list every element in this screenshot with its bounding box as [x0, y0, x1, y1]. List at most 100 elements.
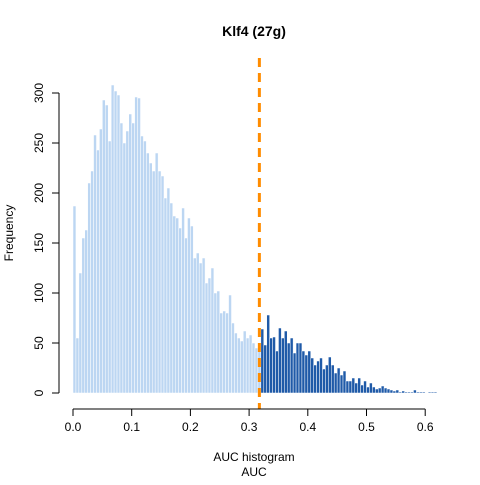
- x-axis-label: AUC histogram: [213, 450, 294, 464]
- x-axis-sublabel: AUC: [241, 465, 267, 479]
- histogram-bar: [190, 225, 194, 394]
- histogram-bar: [93, 134, 97, 394]
- histogram-bar: [216, 290, 220, 394]
- histogram-bar: [307, 350, 311, 394]
- histogram-bar: [187, 217, 191, 394]
- histogram-bar: [404, 391, 408, 394]
- histogram-bar: [242, 330, 247, 394]
- y-tick-label: 100: [32, 283, 46, 303]
- histogram-bar: [201, 257, 206, 394]
- histogram-bar: [198, 262, 203, 394]
- histogram-bar: [351, 377, 356, 394]
- histogram-bar: [213, 292, 218, 394]
- histogram-bar: [410, 391, 414, 394]
- histogram-bar: [87, 182, 91, 394]
- histogram-bar: [166, 187, 171, 394]
- histogram-bar: [154, 152, 159, 394]
- histogram-bar: [345, 380, 350, 394]
- histogram-bar: [322, 368, 326, 394]
- histogram-bar: [234, 332, 238, 394]
- histogram-bar: [204, 282, 209, 394]
- histogram-bar: [110, 84, 115, 394]
- y-tick-label: 300: [32, 83, 46, 103]
- x-tick-label: 0.2: [182, 420, 199, 434]
- histogram-bar: [354, 382, 358, 394]
- histogram-bar: [257, 346, 262, 394]
- histogram-bar: [298, 342, 303, 394]
- histogram-bar: [78, 272, 83, 394]
- histogram-bar: [369, 382, 373, 394]
- histogram-bar: [219, 312, 223, 394]
- histogram-bar: [389, 389, 394, 394]
- histogram-bar: [169, 202, 174, 394]
- histogram-bar: [175, 217, 179, 394]
- histogram-bar: [339, 374, 344, 394]
- histogram-bar: [331, 364, 335, 394]
- y-tick-label: 200: [32, 183, 46, 203]
- histogram-bar: [81, 237, 85, 394]
- histogram-bar: [125, 130, 130, 394]
- histogram-bar: [72, 205, 77, 394]
- histogram-bar: [433, 391, 438, 394]
- histogram-bar: [231, 322, 235, 394]
- histogram-bar: [146, 152, 150, 394]
- histogram-bar: [269, 337, 273, 394]
- x-tick-label: 0.6: [417, 420, 434, 434]
- histogram-bar: [336, 367, 341, 394]
- histogram-bar: [99, 128, 103, 394]
- histogram-bar: [292, 352, 297, 394]
- histogram-bar: [304, 354, 309, 394]
- histogram-bar: [181, 207, 185, 394]
- histogram-bar: [240, 340, 244, 394]
- histogram-bar: [313, 364, 317, 394]
- histogram-bar: [430, 391, 435, 394]
- histogram-bar: [122, 142, 127, 394]
- x-tick-label: 0.0: [65, 420, 82, 434]
- histogram-bar: [113, 90, 118, 394]
- histogram-bar: [266, 314, 270, 394]
- histogram-bar: [149, 162, 153, 394]
- x-tick-label: 0.1: [123, 420, 140, 434]
- histogram-bar: [160, 175, 165, 394]
- histogram-bar: [363, 380, 367, 394]
- x-axis: 0.0 0.1 0.2 0.3 0.4 0.5 0.6: [65, 408, 434, 434]
- histogram-bar: [419, 391, 423, 394]
- histogram-bar: [237, 337, 241, 394]
- histogram-bar: [392, 390, 397, 394]
- histogram-bar: [395, 389, 400, 394]
- histogram-bar: [105, 104, 109, 394]
- histogram-bar: [134, 96, 138, 394]
- histogram-bar: [316, 360, 320, 394]
- histogram-bar: [348, 380, 353, 394]
- x-tick-label: 0.4: [299, 420, 316, 434]
- histogram-bar: [193, 257, 197, 394]
- histogram-bar: [284, 330, 288, 394]
- histogram-bar: [401, 390, 405, 394]
- histogram-bar: [295, 342, 300, 394]
- histogram-bar: [289, 337, 294, 394]
- histogram-bar: [375, 388, 379, 394]
- histogram-bar: [245, 337, 250, 394]
- histogram-bar: [281, 337, 285, 394]
- histogram-bar: [254, 347, 259, 394]
- histogram-bar: [116, 94, 121, 394]
- x-tick-label: 0.5: [358, 420, 375, 434]
- histogram-bar: [210, 267, 215, 394]
- histogram-bar: [260, 328, 265, 394]
- histogram-bar: [422, 391, 426, 394]
- histogram-bar: [152, 170, 156, 394]
- histogram-bar: [328, 356, 332, 394]
- histogram-bar: [207, 277, 212, 394]
- histogram-bar: [319, 357, 323, 394]
- histogram-bar: [222, 310, 226, 394]
- histogram-bar: [131, 122, 135, 394]
- histogram-bar: [407, 391, 411, 394]
- histogram-bar: [184, 237, 188, 394]
- histogram-bar: [75, 337, 80, 394]
- y-axis-label: Frequency: [2, 205, 16, 262]
- histogram-bar: [178, 227, 182, 394]
- histogram-bar: [278, 327, 282, 394]
- histogram-bar: [90, 170, 94, 394]
